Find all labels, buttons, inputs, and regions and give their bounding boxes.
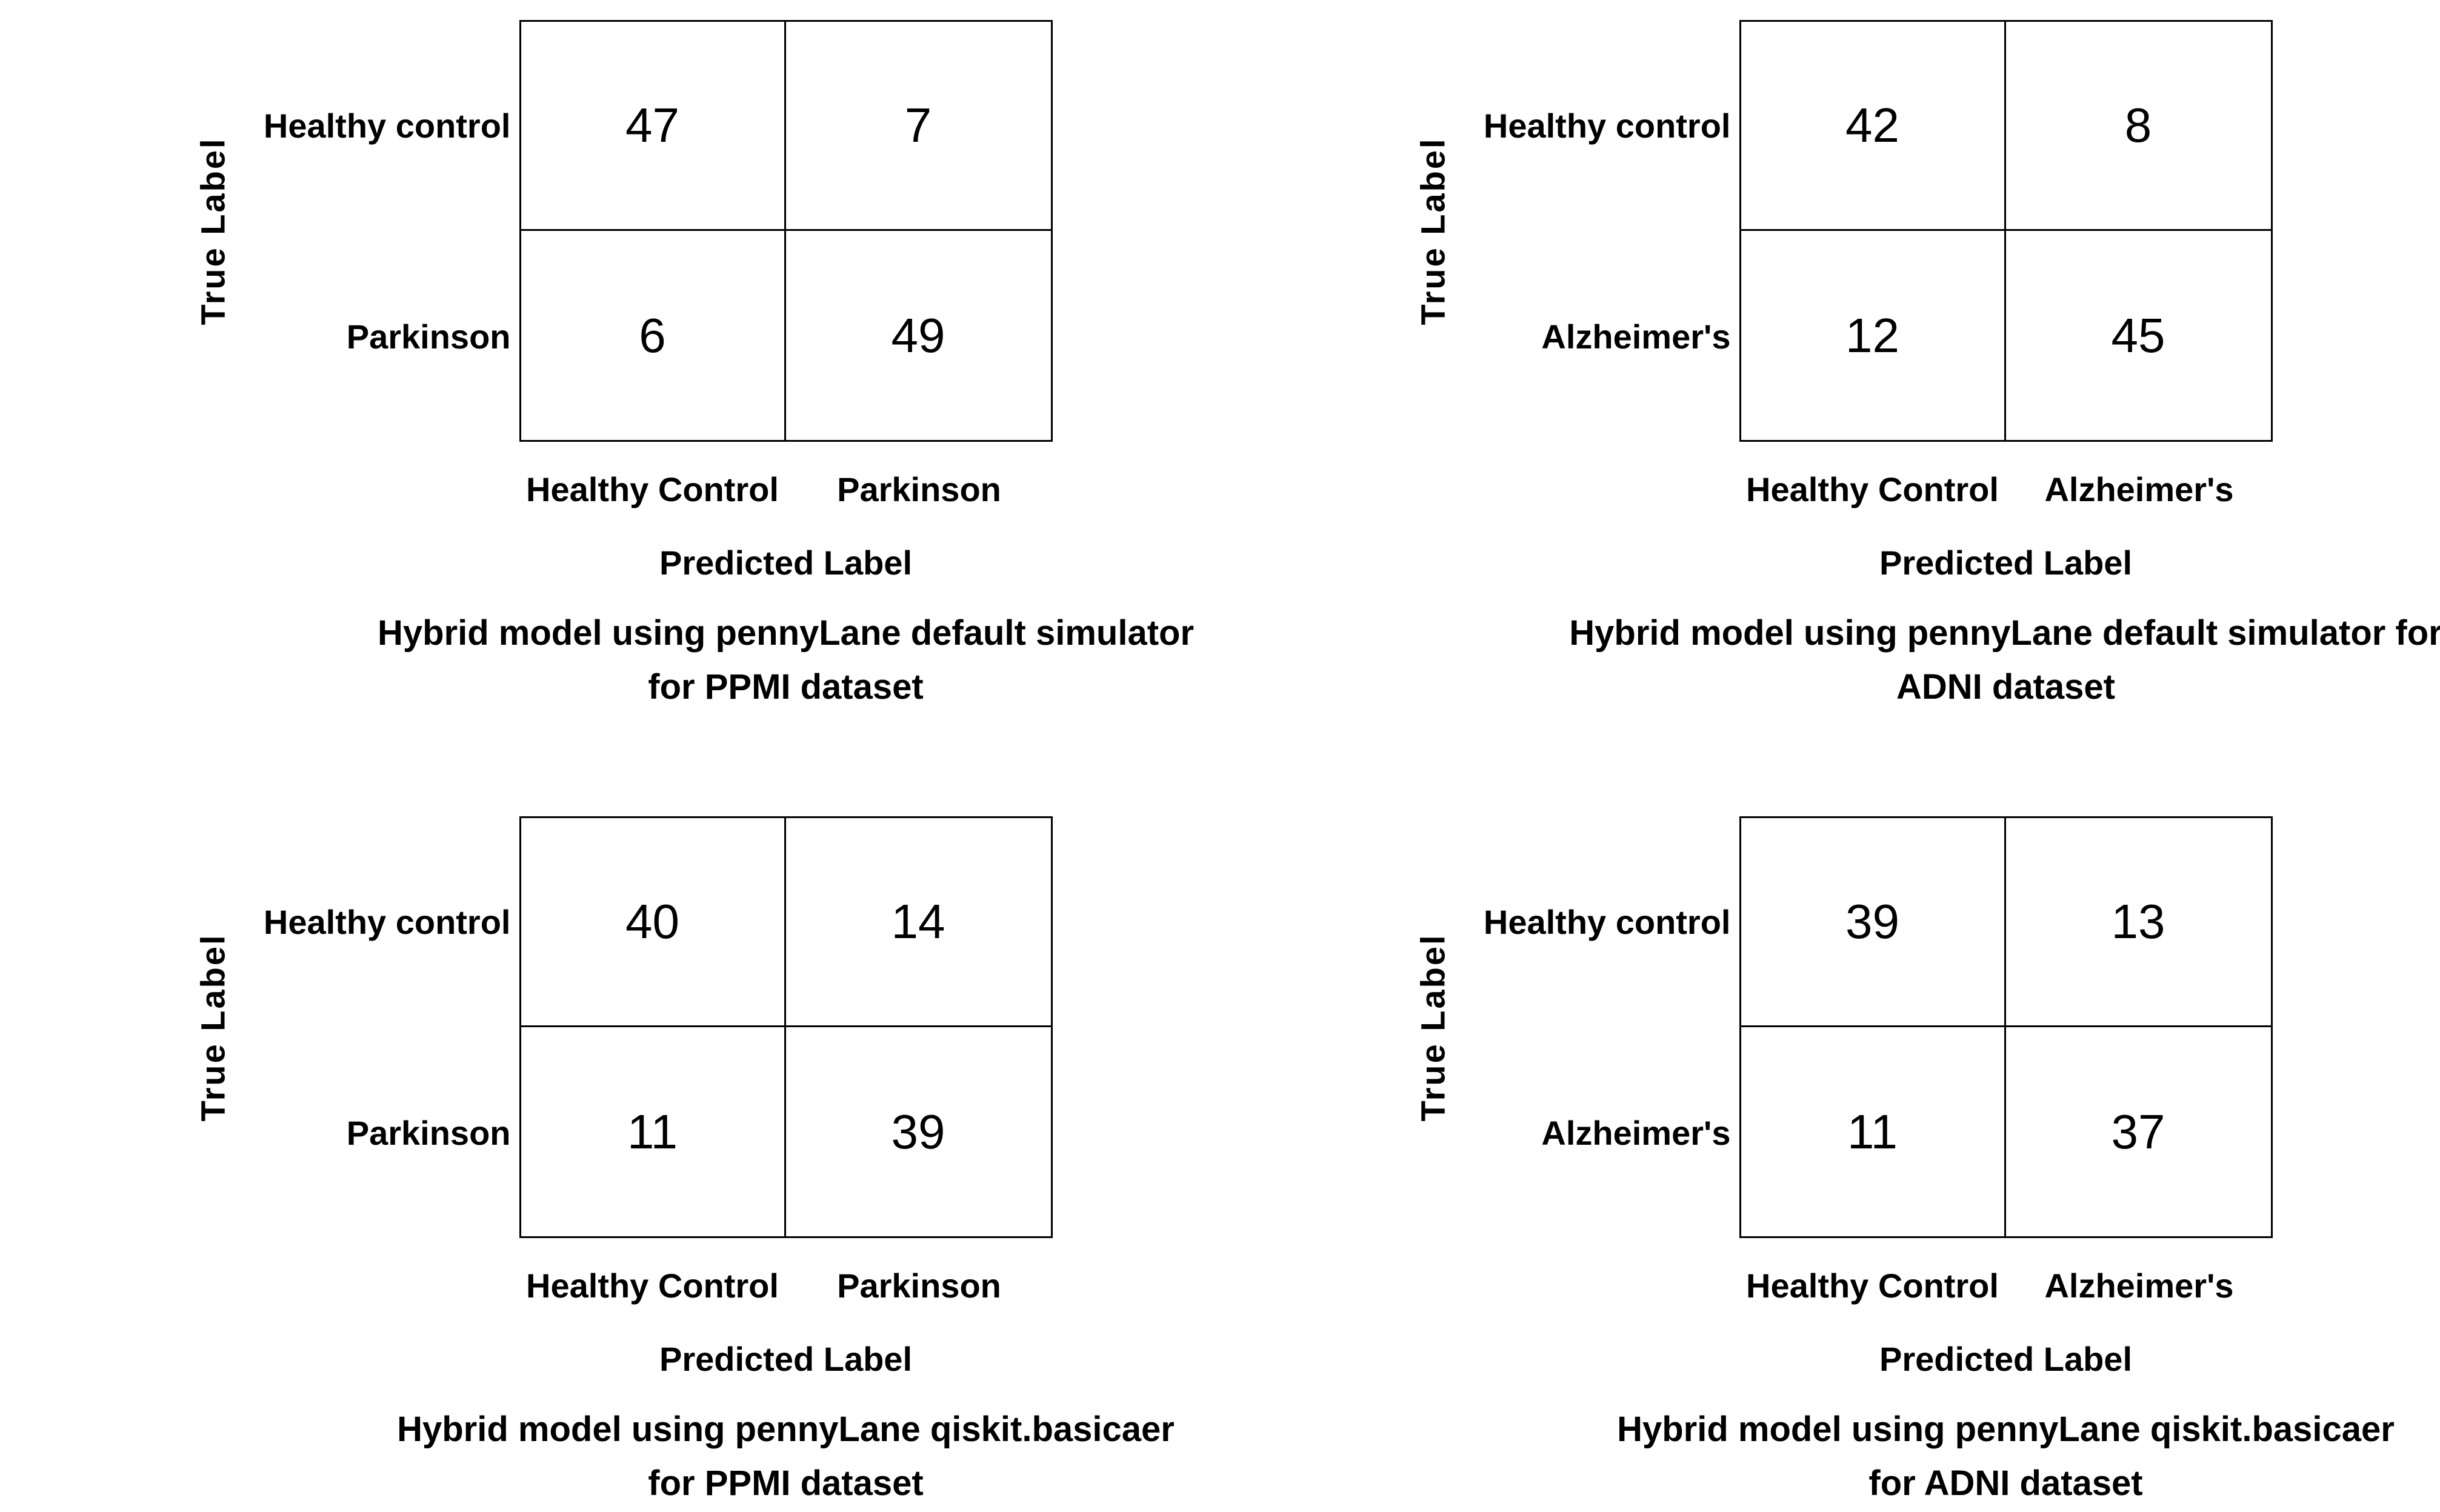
- caption-line-2: for PPMI dataset: [648, 667, 924, 707]
- col-labels: Healthy Control Alzheimer's: [1739, 470, 2273, 509]
- row-label-parkinson: Parkinson: [346, 317, 511, 356]
- panel-caption: Hybrid model using pennyLane qiskit.basi…: [1617, 1409, 2395, 1504]
- col-labels: Healthy Control Alzheimer's: [1739, 1266, 2273, 1305]
- col-label-alzheimers: Alzheimer's: [2044, 1267, 2234, 1305]
- matrix-cell-false-positive: 13: [2005, 818, 2271, 1027]
- row-label-parkinson: Parkinson: [346, 1113, 511, 1152]
- x-axis-label: Predicted Label: [659, 544, 913, 582]
- col-label-parkinson: Parkinson: [837, 470, 1001, 508]
- row-label-alzheimers: Alzheimer's: [1541, 317, 1731, 356]
- row-labels: Healthy control Alzheimer's: [1479, 20, 1739, 442]
- caption-line-1: Hybrid model using pennyLane qiskit.basi…: [397, 1410, 1175, 1449]
- col-labels: Healthy Control Parkinson: [519, 470, 1053, 509]
- matrix-cell-true-positive: 49: [891, 308, 945, 362]
- row-label-healthy-control: Healthy control: [263, 106, 511, 145]
- caption-line-1: Hybrid model using pennyLane qiskit.basi…: [1617, 1410, 2395, 1449]
- confusion-matrix-grid: 39 13 11 37: [1739, 816, 2273, 1238]
- confusion-matrix-grid: 42 8 12 45: [1739, 20, 2273, 442]
- matrix-cell-true-positive: 37: [2111, 1104, 2165, 1159]
- panel-ppmi-qiskit-basicaer: True Label Healthy control Parkinson 40 …: [0, 756, 1220, 1512]
- caption-line-2: for PPMI dataset: [648, 1464, 924, 1503]
- matrix-cell-true-negative: 40: [521, 818, 786, 1027]
- matrix-cell-false-positive: 14: [785, 818, 1051, 1027]
- panel-adni-default-simulator: True Label Healthy control Alzheimer's 4…: [1220, 0, 2440, 756]
- caption-line-2: ADNI dataset: [1896, 667, 2115, 707]
- row-labels: Healthy control Parkinson: [259, 20, 519, 442]
- panel-adni-qiskit-basicaer: True Label Healthy control Alzheimer's 3…: [1220, 756, 2440, 1512]
- y-axis-label-wrap: True Label: [1388, 816, 1479, 1238]
- col-label-healthy-control: Healthy Control: [1746, 1267, 1999, 1305]
- matrix-cell-false-positive: 8: [2005, 22, 2271, 231]
- caption-line-1: Hybrid model using pennyLane default sim…: [1569, 613, 2440, 653]
- matrix-cell-true-negative: 42: [1741, 22, 2006, 231]
- row-label-healthy-control: Healthy control: [1483, 902, 1731, 941]
- col-label-healthy-control: Healthy Control: [1746, 470, 1999, 508]
- x-axis-label: Predicted Label: [659, 1340, 913, 1378]
- x-axis-label: Predicted Label: [1879, 544, 2133, 582]
- col-label-healthy-control: Healthy Control: [526, 1267, 779, 1305]
- matrix-cell-true-negative: 39: [1741, 818, 2006, 1027]
- matrix-cell-false-negative: 6: [521, 231, 786, 440]
- y-axis-label-wrap: True Label: [168, 20, 259, 442]
- y-axis-label-wrap: True Label: [168, 816, 259, 1238]
- row-labels: Healthy control Parkinson: [259, 816, 519, 1238]
- row-labels: Healthy control Alzheimer's: [1479, 816, 1739, 1238]
- col-label-alzheimers: Alzheimer's: [2044, 470, 2234, 508]
- caption-line-2: for ADNI dataset: [1868, 1464, 2143, 1503]
- y-axis-label: True Label: [194, 136, 232, 325]
- y-axis-label-wrap: True Label: [1388, 20, 1479, 442]
- panel-caption: Hybrid model using pennyLane qiskit.basi…: [397, 1409, 1175, 1504]
- caption-line-1: Hybrid model using pennyLane default sim…: [377, 613, 1195, 653]
- matrix-cell-true-negative: 47: [521, 22, 786, 231]
- row-label-alzheimers: Alzheimer's: [1541, 1113, 1731, 1152]
- matrix-cell-true-positive: 39: [891, 1104, 945, 1159]
- matrix-cell-false-positive: 7: [785, 22, 1051, 231]
- col-label-parkinson: Parkinson: [837, 1267, 1001, 1305]
- matrix-cell-false-negative: 11: [521, 1027, 786, 1236]
- row-label-healthy-control: Healthy control: [1483, 106, 1731, 145]
- matrix-cell-false-negative: 11: [1741, 1027, 2006, 1236]
- matrix-cell-true-positive: 45: [2111, 308, 2165, 362]
- confusion-matrix-grid: 47 7 6 49: [519, 20, 1053, 442]
- panel-caption: Hybrid model using pennyLane default sim…: [378, 613, 1194, 707]
- y-axis-label: True Label: [194, 933, 232, 1122]
- y-axis-label: True Label: [1414, 136, 1452, 325]
- x-axis-label: Predicted Label: [1879, 1340, 2133, 1378]
- matrix-cell-false-negative: 12: [1741, 231, 2006, 440]
- col-label-healthy-control: Healthy Control: [526, 470, 779, 508]
- col-labels: Healthy Control Parkinson: [519, 1266, 1053, 1305]
- panel-caption: Hybrid model using pennyLane default sim…: [1569, 613, 2440, 707]
- row-label-healthy-control: Healthy control: [263, 902, 511, 941]
- confusion-matrix-grid: 40 14 11 39: [519, 816, 1053, 1238]
- y-axis-label: True Label: [1414, 933, 1452, 1122]
- panel-ppmi-default-simulator: True Label Healthy control Parkinson 47 …: [0, 0, 1220, 756]
